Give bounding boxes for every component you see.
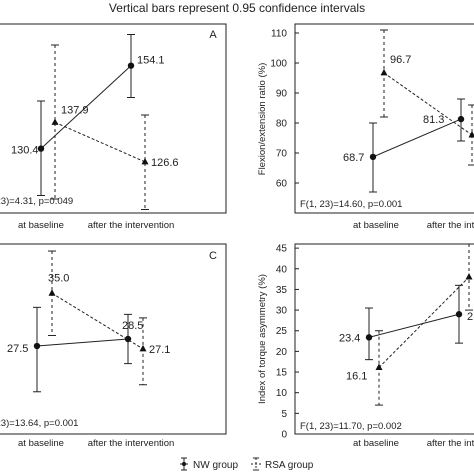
panel-a: A F(1, 23)=4.31, p=0.049 at baseline aft… (0, 23, 227, 231)
panel-d-xlabel-after: after the intervention (427, 438, 474, 449)
series-line (378, 276, 470, 368)
legend-rsa-symbol (251, 457, 261, 471)
data-label: 16.1 (346, 371, 367, 383)
ytick-label: 90 (276, 89, 288, 100)
panel-c-letter: C (209, 250, 217, 262)
data-point-circle (127, 62, 135, 69)
ytick-label: 80 (276, 119, 288, 130)
series-line (372, 118, 462, 158)
panel-a-xlabel-baseline: at baseline (18, 220, 64, 231)
data-point-triangle (141, 157, 149, 165)
ytick-label: 110 (271, 29, 287, 40)
legend: NW group RSA group (180, 457, 314, 471)
ytick-label: 70 (276, 149, 288, 160)
ytick-label: 45 (276, 244, 288, 255)
ytick-label: 30 (276, 306, 288, 317)
panel-c-xlabel-baseline: at baseline (18, 438, 64, 449)
data-point-triangle (465, 273, 473, 280)
panel-b-ylabel: Flexion/extension ratio (%) (257, 63, 268, 175)
panel-b-stat: F(1, 23)=14.60, p=0.001 (300, 199, 402, 210)
data-label: 81.3 (423, 114, 444, 126)
panel-a-marks: 130.4 154.1 137.9 126.6 (11, 34, 179, 210)
ytick-label: 0 (281, 430, 287, 441)
panel-c-marks: 27.5 35.0 28.5 27.1 (7, 250, 170, 393)
data-point-circle (33, 342, 41, 350)
ytick-label: 15 (276, 368, 288, 379)
data-point-triangle (139, 344, 147, 352)
panel-b-frame (294, 23, 474, 214)
legend-nw-symbol (180, 457, 188, 471)
panel-b-xlabel-baseline: at baseline (353, 220, 399, 231)
panel-a-letter: A (209, 29, 217, 41)
series-line (368, 313, 460, 338)
panel-d: Index of torque asymmetry (%) 0 5 10 15 20 25… (257, 243, 474, 449)
data-point-triangle (468, 131, 474, 138)
data-point-triangle (48, 289, 56, 296)
legend-nw-label: NW group (193, 460, 238, 471)
data-label: 35.0 (48, 272, 69, 284)
panel-c-xlabel-after: after the intervention (88, 438, 175, 449)
series-line (54, 121, 146, 163)
panel-a-xlabel-after: after the intervention (88, 220, 175, 231)
panel-d-marks: 23.4 16.1 2 (339, 243, 473, 406)
ytick-label: 60 (276, 179, 288, 190)
data-point-triangle (375, 363, 383, 370)
data-point-circle (455, 311, 463, 318)
data-label: 27.5 (7, 343, 28, 355)
panel-d-ylabel: Index of torque asymmetry (%) (257, 274, 268, 404)
data-label: 137.9 (61, 104, 89, 116)
data-label: 96.7 (390, 54, 411, 66)
data-label: 2 (467, 311, 473, 323)
data-point-circle (365, 334, 373, 341)
panel-c-stat: F(1, 23)=13.64, p=0.001 (0, 418, 78, 429)
panel-d-ytick-labels: 0 5 10 15 20 25 30 35 40 45 (276, 244, 299, 441)
ytick-label: 100 (270, 59, 287, 70)
data-point-circle (457, 115, 465, 123)
data-label: 130.4 (11, 145, 39, 157)
ytick-label: 35 (276, 285, 288, 296)
panel-c-frame (0, 243, 227, 435)
panel-a-stat: F(1, 23)=4.31, p=0.049 (0, 196, 73, 207)
series-line (51, 292, 144, 350)
data-point-circle (37, 145, 45, 152)
ytick-label: 5 (281, 409, 287, 420)
data-label: 28.5 (122, 320, 143, 332)
data-label: 154.1 (137, 55, 165, 67)
panel-b: Flexion/extension ratio (%) 60 70 80 90 100 1… (257, 23, 474, 231)
data-point-triangle (51, 118, 59, 125)
data-point-triangle (380, 68, 388, 76)
panel-b-ytick-labels: 60 70 80 90 100 110 (270, 29, 299, 190)
panel-d-frame (294, 243, 474, 435)
series-line (383, 72, 473, 136)
ytick-label: 40 (276, 264, 288, 275)
ytick-label: 25 (276, 326, 288, 337)
series-line (40, 65, 132, 149)
series-line (36, 338, 129, 347)
figure-title: Vertical bars represent 0.95 confidence … (109, 1, 365, 15)
panel-b-xlabel-after: after the intervention (427, 220, 474, 231)
panel-d-stat: F(1, 23)=11.70, p=0.002 (300, 421, 402, 432)
panel-b-marks: 68.7 96.7 81.3 (343, 29, 474, 193)
ytick-label: 10 (276, 388, 288, 399)
data-label: 23.4 (339, 332, 360, 344)
ytick-label: 20 (276, 347, 288, 358)
data-label: 27.1 (149, 344, 170, 356)
data-point-circle (369, 153, 377, 161)
panel-d-xlabel-baseline: at baseline (353, 438, 399, 449)
data-label: 68.7 (343, 152, 364, 164)
data-label: 126.6 (151, 157, 179, 169)
panel-a-frame (0, 23, 227, 214)
panel-c: C F(1, 23)=13.64, p=0.001 at baseline af… (0, 243, 227, 449)
legend-rsa-label: RSA group (265, 460, 314, 471)
